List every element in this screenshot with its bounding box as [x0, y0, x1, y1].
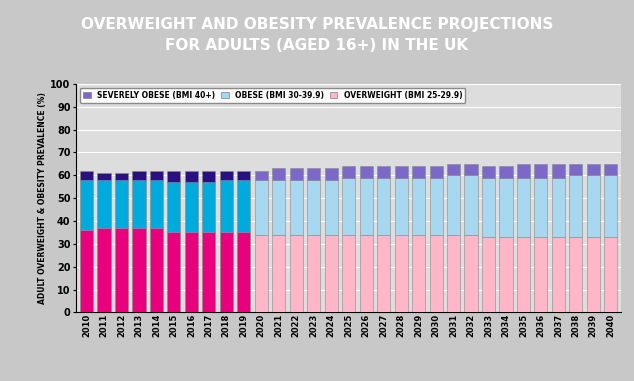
Bar	[377, 235, 390, 312]
Bar	[115, 173, 128, 180]
Bar	[465, 164, 477, 175]
Bar	[307, 180, 320, 235]
Bar	[482, 237, 495, 312]
Bar	[482, 178, 495, 237]
Bar	[202, 171, 216, 182]
Bar	[133, 228, 146, 312]
Bar	[255, 235, 268, 312]
Bar	[534, 178, 548, 237]
Bar	[325, 235, 338, 312]
Bar	[307, 235, 320, 312]
Bar	[500, 237, 512, 312]
Bar	[412, 235, 425, 312]
Bar	[447, 175, 460, 235]
Bar	[447, 164, 460, 175]
Bar	[587, 175, 600, 237]
Bar	[220, 232, 233, 312]
Bar	[202, 232, 216, 312]
Bar	[587, 164, 600, 175]
Bar	[290, 168, 303, 180]
Bar	[237, 180, 250, 232]
Bar	[202, 182, 216, 232]
Bar	[447, 235, 460, 312]
Bar	[342, 166, 355, 178]
Bar	[220, 171, 233, 180]
Bar	[150, 171, 163, 180]
Bar	[272, 235, 285, 312]
Bar	[80, 230, 93, 312]
Bar	[325, 180, 338, 235]
Bar	[133, 180, 146, 228]
Bar	[465, 235, 477, 312]
Y-axis label: ADULT OVERWEIGHT & OBESITY PREVALENCE (%): ADULT OVERWEIGHT & OBESITY PREVALENCE (%…	[39, 92, 48, 304]
Bar	[237, 171, 250, 180]
Bar	[133, 171, 146, 180]
Legend: SEVERELY OBESE (BMI 40+), OBESE (BMI 30-39.9), OVERWEIGHT (BMI 25-29.9): SEVERELY OBESE (BMI 40+), OBESE (BMI 30-…	[80, 88, 465, 103]
Bar	[359, 178, 373, 235]
Bar	[412, 178, 425, 235]
Bar	[552, 178, 565, 237]
Bar	[569, 237, 583, 312]
Bar	[150, 180, 163, 228]
Bar	[604, 175, 618, 237]
Bar	[534, 237, 548, 312]
Bar	[517, 164, 530, 178]
Bar	[587, 237, 600, 312]
Bar	[185, 232, 198, 312]
Bar	[115, 180, 128, 228]
Bar	[359, 166, 373, 178]
Bar	[394, 178, 408, 235]
Bar	[290, 235, 303, 312]
Bar	[569, 175, 583, 237]
Bar	[98, 180, 110, 228]
Bar	[482, 166, 495, 178]
Bar	[80, 180, 93, 230]
Text: OVERWEIGHT AND OBESITY PREVALENCE PROJECTIONS
FOR ADULTS (AGED 16+) IN THE UK: OVERWEIGHT AND OBESITY PREVALENCE PROJEC…	[81, 17, 553, 53]
Bar	[98, 173, 110, 180]
Bar	[604, 237, 618, 312]
Bar	[552, 164, 565, 178]
Bar	[80, 171, 93, 180]
Bar	[377, 166, 390, 178]
Bar	[429, 178, 443, 235]
Bar	[167, 171, 181, 182]
Bar	[290, 180, 303, 235]
Bar	[237, 232, 250, 312]
Bar	[569, 164, 583, 175]
Bar	[500, 166, 512, 178]
Bar	[517, 178, 530, 237]
Bar	[342, 178, 355, 235]
Bar	[98, 228, 110, 312]
Bar	[429, 166, 443, 178]
Bar	[115, 228, 128, 312]
Bar	[272, 168, 285, 180]
Bar	[394, 166, 408, 178]
Bar	[167, 182, 181, 232]
Bar	[342, 235, 355, 312]
Bar	[255, 180, 268, 235]
Bar	[359, 235, 373, 312]
Bar	[325, 168, 338, 180]
Bar	[185, 171, 198, 182]
Bar	[429, 235, 443, 312]
Bar	[167, 232, 181, 312]
Bar	[255, 171, 268, 180]
Bar	[517, 237, 530, 312]
Bar	[412, 166, 425, 178]
Bar	[534, 164, 548, 178]
Bar	[185, 182, 198, 232]
Bar	[272, 180, 285, 235]
Bar	[500, 178, 512, 237]
Bar	[377, 178, 390, 235]
Bar	[150, 228, 163, 312]
Bar	[604, 164, 618, 175]
Bar	[552, 237, 565, 312]
Bar	[307, 168, 320, 180]
Bar	[465, 175, 477, 235]
Bar	[220, 180, 233, 232]
Bar	[394, 235, 408, 312]
